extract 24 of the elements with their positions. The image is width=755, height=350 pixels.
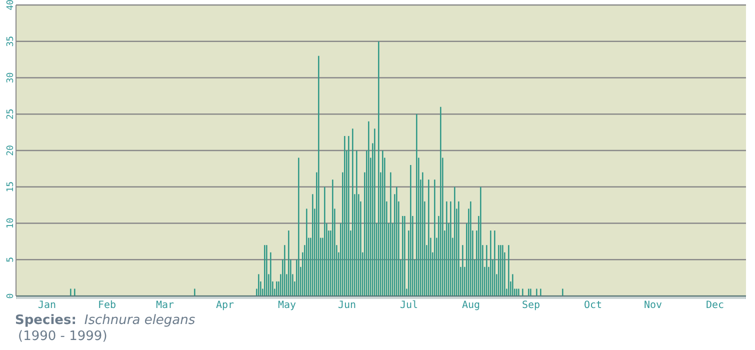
- x-tick-label: Aug: [462, 300, 480, 311]
- x-tick-label: Feb: [98, 300, 116, 311]
- y-tick-label: 40: [6, 0, 16, 10]
- x-tick-label: Jan: [38, 300, 56, 311]
- y-tick-label: 35: [6, 36, 16, 47]
- y-tick-label: 0: [6, 293, 16, 299]
- y-tick-label: 15: [6, 181, 16, 192]
- y-tick-label: 20: [6, 145, 16, 156]
- y-tick-label: 25: [6, 108, 16, 120]
- text: (1990 - 1999): [18, 329, 108, 345]
- x-tick-label: Mar: [156, 300, 174, 311]
- text: Species:: [15, 313, 76, 328]
- x-tick-label: Sep: [522, 300, 540, 311]
- x-tick-label: Jul: [400, 300, 418, 311]
- y-tick-label: 30: [6, 72, 16, 84]
- x-tick-label: Oct: [584, 300, 602, 311]
- x-tick-label: Dec: [706, 300, 724, 311]
- x-tick-label: Apr: [216, 300, 234, 311]
- y-tick-label: 5: [6, 256, 16, 262]
- y-tick-label: 10: [6, 218, 16, 229]
- text: Ischnura elegans: [84, 313, 196, 328]
- x-tick-label: Nov: [644, 300, 662, 311]
- x-tick-label: Jun: [338, 300, 356, 311]
- x-tick-label: May: [278, 300, 296, 311]
